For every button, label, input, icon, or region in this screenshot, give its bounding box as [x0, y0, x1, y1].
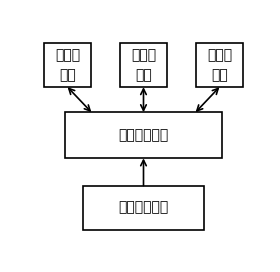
- Bar: [195, 43, 243, 87]
- Text: 停车场服务端: 停车场服务端: [118, 128, 169, 142]
- Text: 车载客
户端: 车载客 户端: [207, 48, 232, 82]
- Bar: [83, 186, 204, 230]
- Text: 车位管理系统: 车位管理系统: [118, 200, 169, 215]
- Bar: [65, 112, 221, 158]
- Bar: [120, 43, 167, 87]
- Bar: [44, 43, 91, 87]
- Text: 车载客
户端: 车载客 户端: [55, 48, 80, 82]
- Text: 车载客
户端: 车载客 户端: [131, 48, 156, 82]
